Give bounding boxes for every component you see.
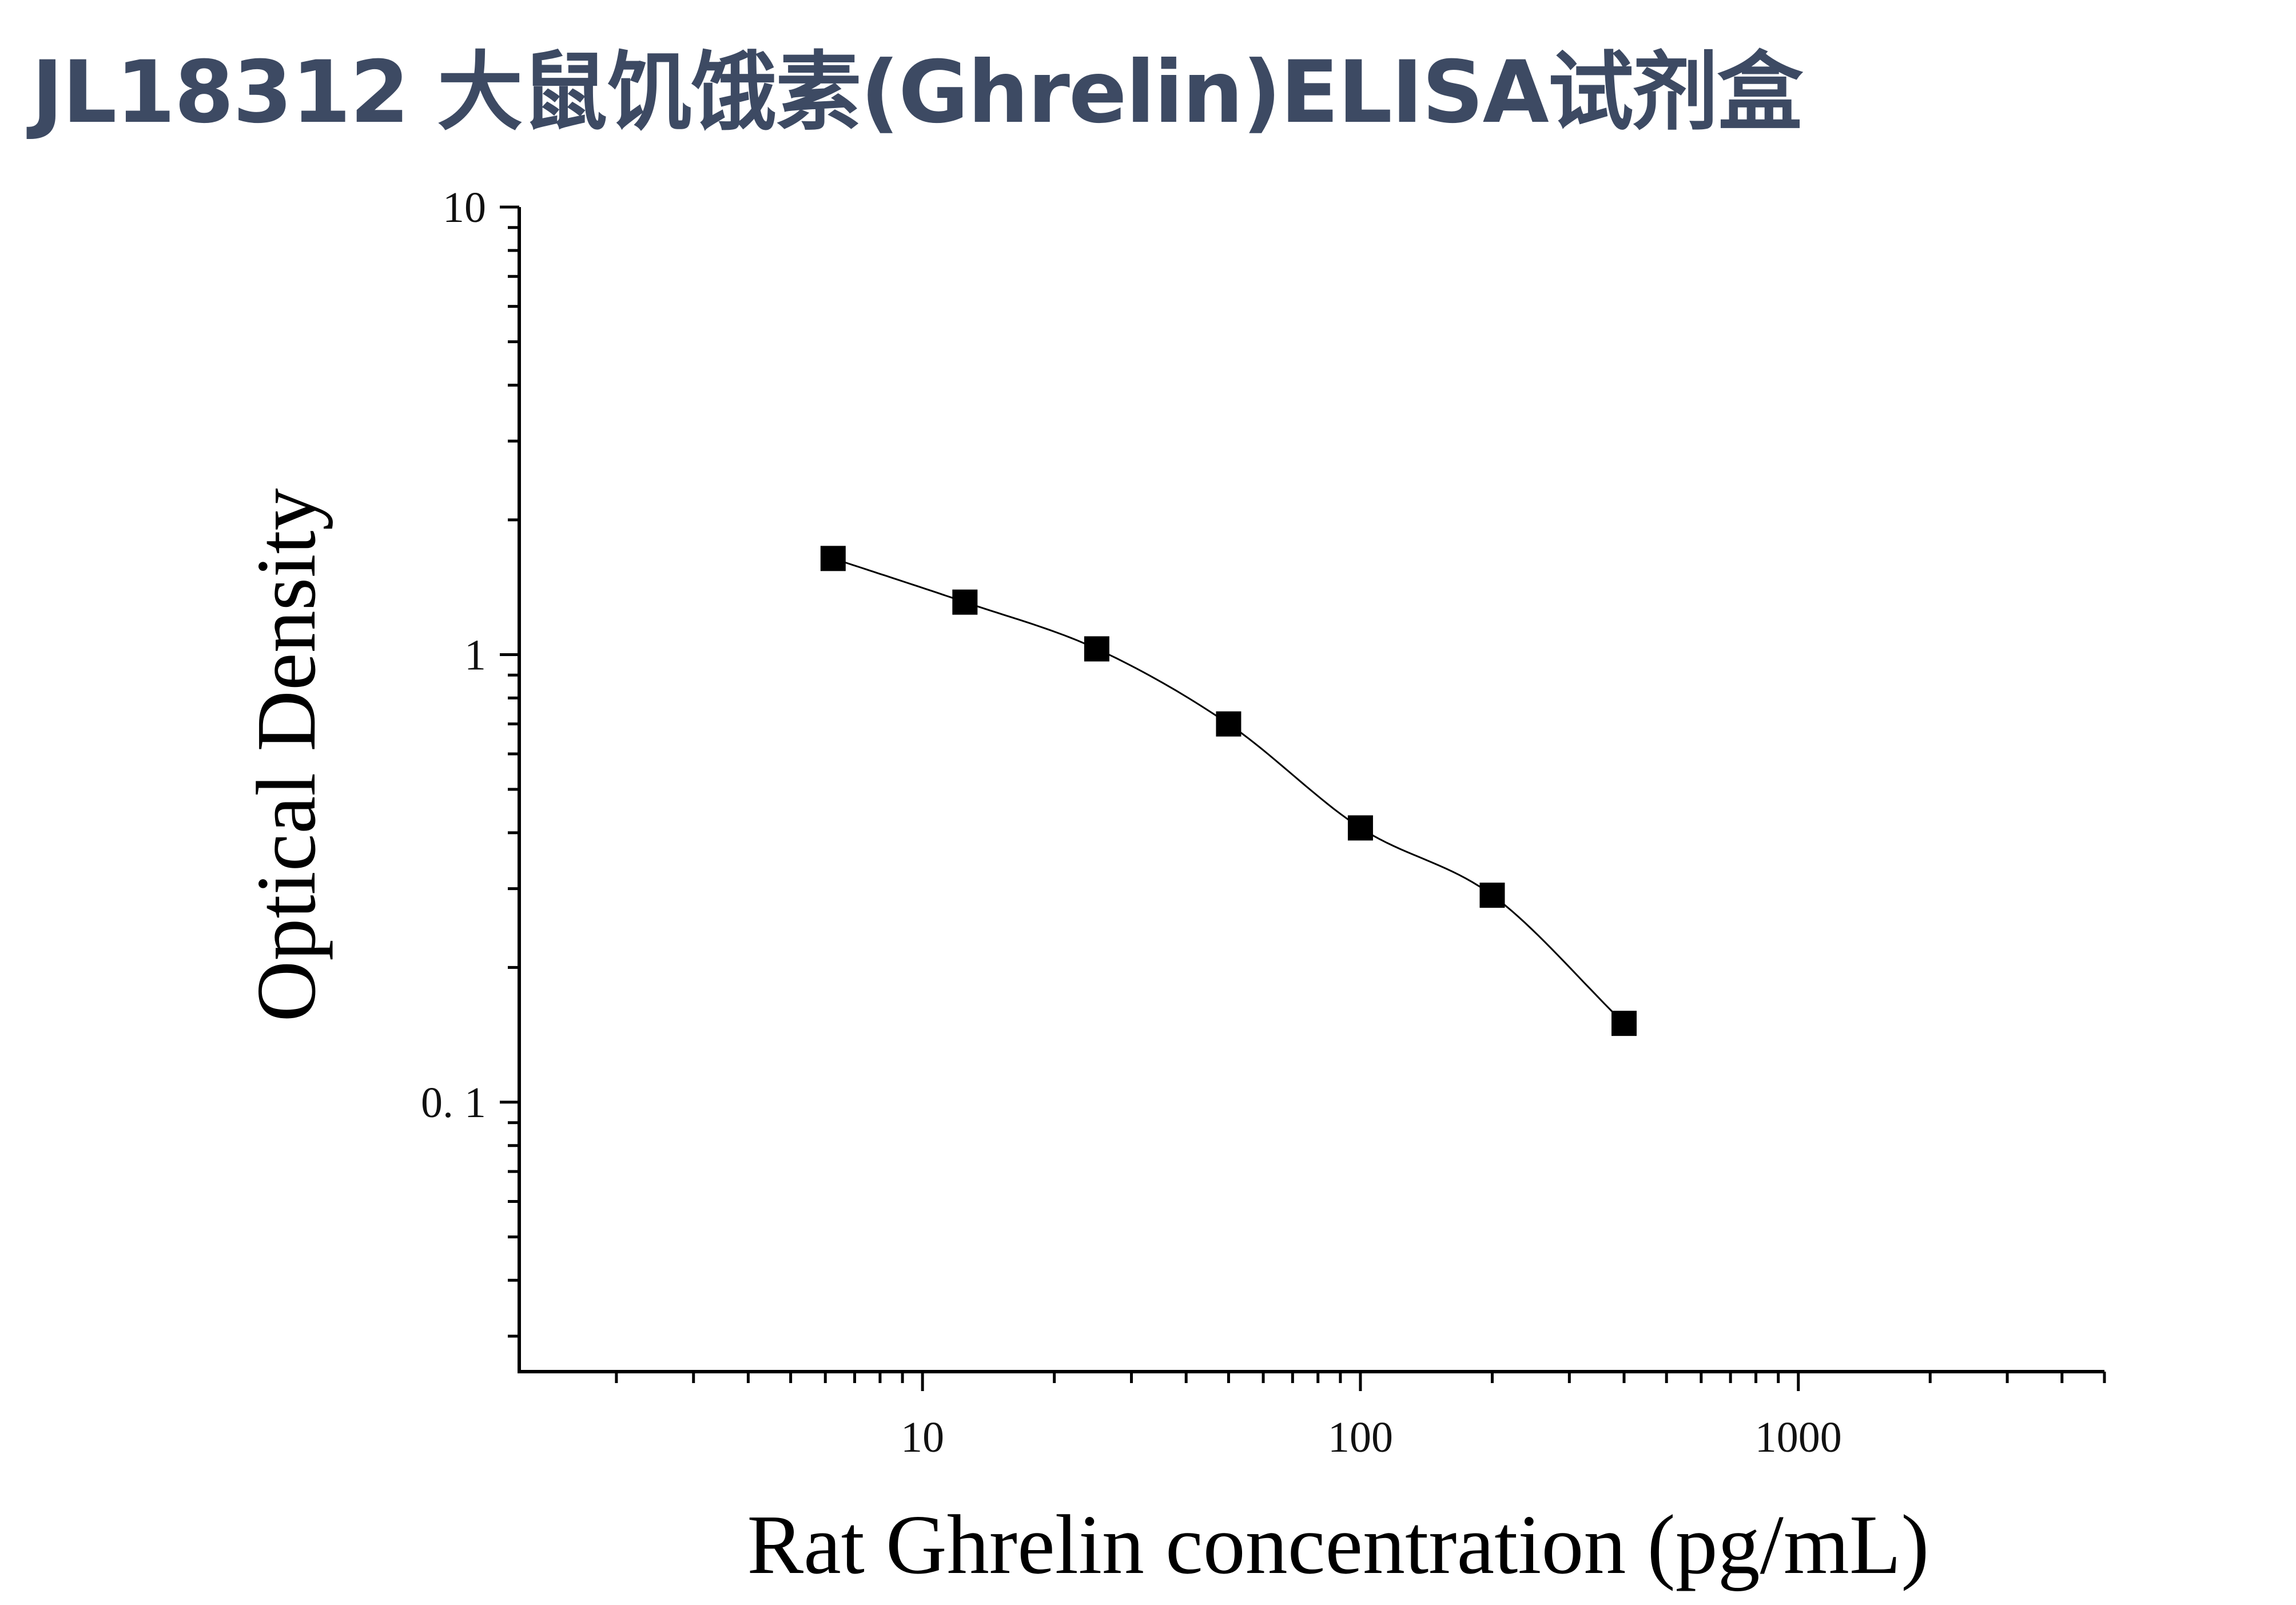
data-point [1347, 815, 1373, 841]
x-tick-label: 1000 [1755, 1413, 1842, 1461]
data-point [1216, 711, 1241, 737]
y-axis-title: Optical Density [240, 488, 333, 1022]
x-axis-title: Rat Ghrelin concentration (pg/mL) [747, 1498, 1929, 1592]
data-point [820, 546, 846, 571]
y-tick-label: 1 [464, 631, 486, 679]
page-title: JL18312 大鼠饥饿素(Ghrelin)ELISA试剂盒 [31, 43, 1803, 142]
fit-curve [833, 557, 1625, 1024]
x-tick-label: 100 [1328, 1413, 1393, 1461]
data-points [820, 546, 1637, 1036]
chart-ticks [500, 205, 2106, 1391]
data-point [1611, 1011, 1637, 1036]
y-tick-label: 10 [443, 184, 486, 232]
y-tick-label: 0. 1 [421, 1079, 486, 1127]
chart-tick-labels: 10 100 1000 0. 1 1 10 [421, 184, 1842, 1461]
data-point [1084, 636, 1109, 662]
x-tick-label: 10 [901, 1413, 944, 1461]
data-point [952, 589, 978, 615]
data-point [1479, 883, 1505, 908]
